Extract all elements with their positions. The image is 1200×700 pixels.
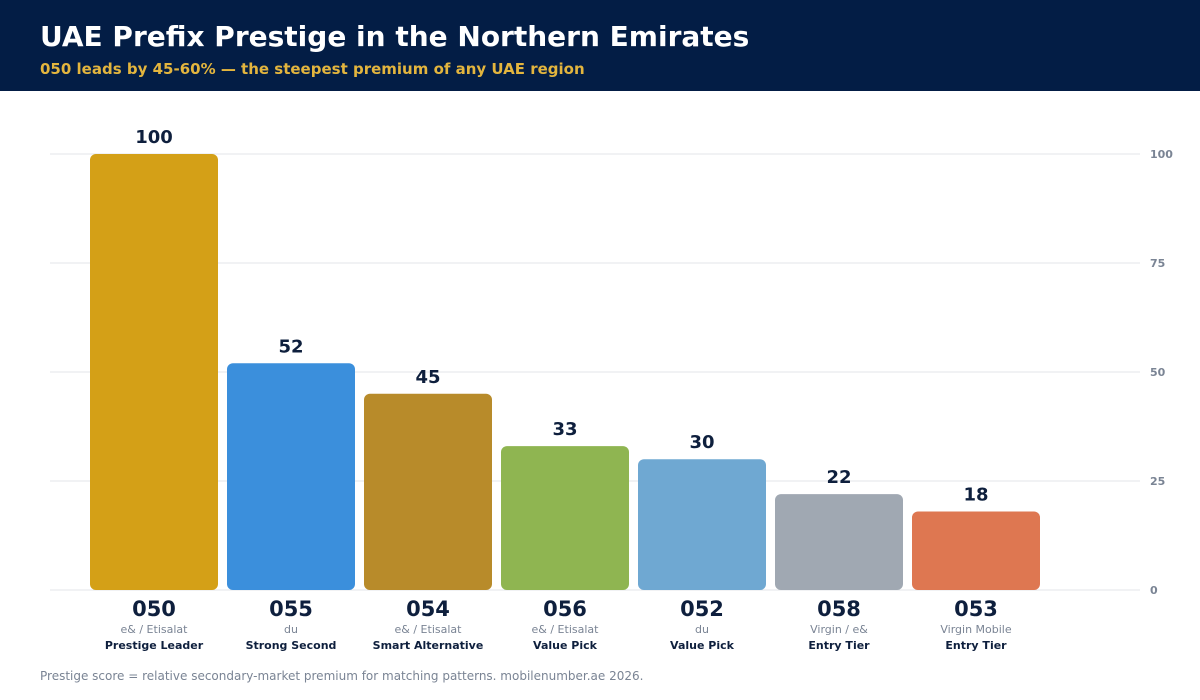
bar bbox=[912, 511, 1040, 590]
operator-label: Virgin / e& bbox=[810, 623, 868, 636]
bar-value-label: 30 bbox=[689, 432, 714, 453]
chart-subtitle: 050 leads by 45-60% — the steepest premi… bbox=[40, 60, 585, 78]
bar-value-label: 100 bbox=[135, 127, 173, 148]
y-tick-label: 100 bbox=[1150, 148, 1173, 161]
tier-label: Entry Tier bbox=[945, 639, 1007, 652]
bar bbox=[501, 446, 629, 590]
tier-label: Prestige Leader bbox=[105, 639, 204, 652]
bar-value-label: 52 bbox=[278, 336, 303, 357]
operator-label: Virgin Mobile bbox=[940, 623, 1011, 636]
operator-label: e& / Etisalat bbox=[121, 623, 189, 636]
x-tick-prefix: 053 bbox=[954, 597, 998, 621]
bar bbox=[638, 459, 766, 590]
tier-label: Smart Alternative bbox=[373, 639, 484, 652]
footer-note: Prestige score = relative secondary-mark… bbox=[40, 669, 644, 683]
x-tick-prefix: 054 bbox=[406, 597, 450, 621]
operator-label: du bbox=[284, 623, 298, 636]
tier-label: Value Pick bbox=[533, 639, 598, 652]
chart-title: UAE Prefix Prestige in the Northern Emir… bbox=[40, 20, 750, 53]
operator-label: e& / Etisalat bbox=[395, 623, 463, 636]
tier-label: Entry Tier bbox=[808, 639, 870, 652]
x-tick-prefix: 056 bbox=[543, 597, 587, 621]
tier-label: Strong Second bbox=[246, 639, 337, 652]
bar bbox=[775, 494, 903, 590]
operator-label: e& / Etisalat bbox=[532, 623, 600, 636]
y-tick-label: 25 bbox=[1150, 475, 1165, 488]
y-tick-label: 75 bbox=[1150, 257, 1165, 270]
bar bbox=[227, 363, 355, 590]
x-tick-prefix: 058 bbox=[817, 597, 861, 621]
bar-value-label: 18 bbox=[963, 485, 988, 506]
tier-label: Value Pick bbox=[670, 639, 735, 652]
operator-label: du bbox=[695, 623, 709, 636]
bar-value-label: 33 bbox=[552, 419, 577, 440]
bar-value-label: 22 bbox=[826, 467, 851, 488]
bar bbox=[90, 154, 218, 590]
y-tick-label: 50 bbox=[1150, 366, 1166, 379]
x-tick-prefix: 050 bbox=[132, 597, 176, 621]
x-tick-prefix: 055 bbox=[269, 597, 313, 621]
header-banner: UAE Prefix Prestige in the Northern Emir… bbox=[0, 0, 1200, 91]
bar-value-label: 45 bbox=[415, 367, 440, 388]
x-tick-prefix: 052 bbox=[680, 597, 724, 621]
y-tick-label: 0 bbox=[1150, 584, 1158, 597]
bar bbox=[364, 393, 492, 590]
